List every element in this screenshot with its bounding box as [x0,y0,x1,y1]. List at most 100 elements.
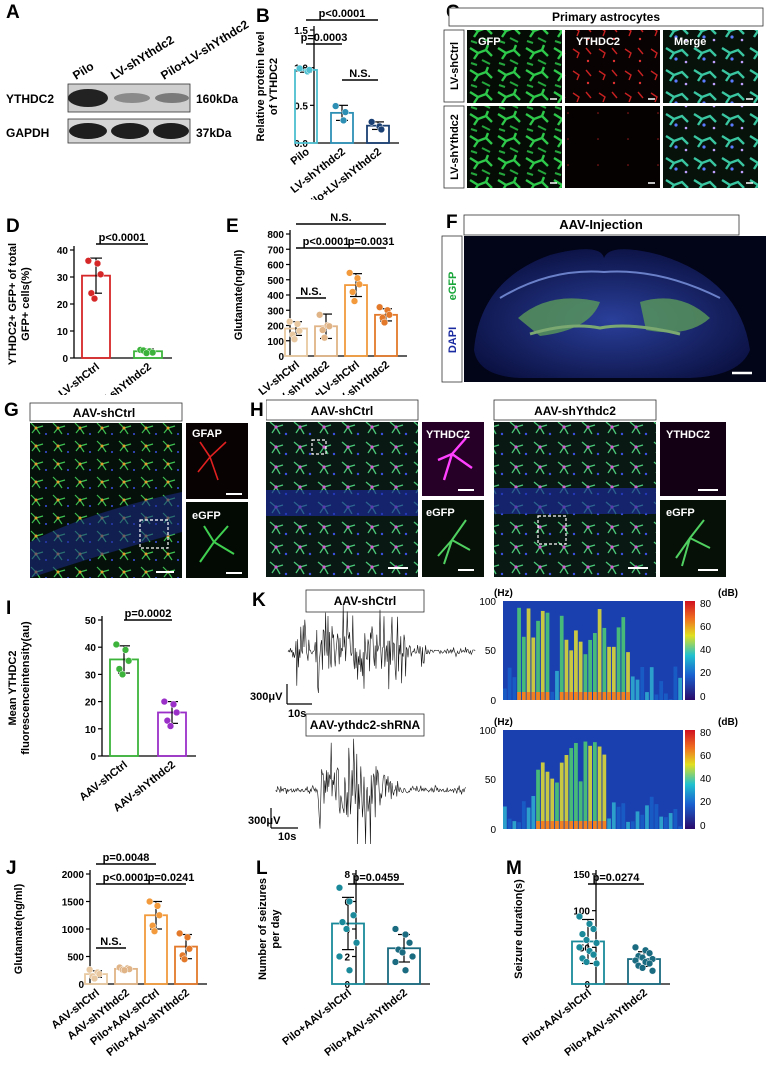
spectro-band [569,748,574,829]
spectro-band [507,818,512,829]
spectro-band [668,813,673,829]
hz-tick-1-100: 100 [479,597,496,608]
sig-label: p=0.0002 [125,608,172,620]
data-point [648,967,657,975]
panel-g-title: AAV-shCtrl [73,406,135,420]
colorbar-2 [685,730,695,829]
spectro-band [574,630,578,700]
spectro-band [531,795,536,829]
db-tick-1-20: 20 [700,668,712,679]
sig-label: p=0.0459 [353,872,400,884]
spectro-band [521,801,526,829]
data-point [183,933,192,941]
spectro-band [593,821,597,829]
data-point [338,918,347,926]
spectro-band [673,808,678,829]
spectro-band [536,692,540,700]
panel-g-inset-gfap: GFAP [192,428,222,440]
panel-e-chart: E 0 100 200 300 400 500 600 700 800 Glutamate(ng/m… [226,212,407,395]
spectro-band [503,806,507,829]
spectro-band [531,637,536,700]
spectro-band [597,609,602,700]
spectro-band [569,821,574,829]
data-point [391,958,400,966]
data-point [582,936,591,944]
panel-a-label: A [6,2,20,23]
spectro-band [611,646,616,700]
data-point [352,939,361,947]
data-point [349,911,358,919]
data-point [155,911,163,919]
data-point [575,912,584,921]
data-point [377,125,385,134]
spectro-band [526,692,531,700]
panel-c-row-2: LV-shYthdc2 [449,114,461,180]
data-point [350,297,359,305]
y-tick-label: 200 [267,322,284,333]
panel-d-label: D [6,216,20,237]
y-axis-label: Relative protein levelof YTHDC2 [255,31,280,141]
scale-v-1: 300μV [250,691,283,703]
blot-size-gapdh: 37kDa [196,126,232,140]
data-point [166,722,175,730]
panel-h-label: H [250,400,264,421]
spectro-band [536,821,540,829]
panel-g-inset-egfp: eGFP [192,510,221,522]
spectro-band [517,692,521,700]
panel-a-blot: Pilo LV-shYthdc2 Pilo+LV-shYthdc2 YTHDC2… [6,17,250,144]
data-point [115,665,123,673]
data-point [368,118,376,126]
data-point [153,902,162,910]
spectro-band [607,692,611,700]
data-point [575,943,584,951]
data-point [95,970,103,978]
trace-title-1: AAV-shCtrl [334,594,396,608]
spectro-band [564,821,569,829]
y-tick-label: 500 [67,953,84,964]
panel-h-micrographs: AAV-shCtrl YTHDC2 eGFP AAV-shYthdc2 YTHD… [266,399,726,577]
spectro-band [630,821,635,829]
spectro-band [635,811,640,829]
panel-i-label: I [6,598,11,619]
spectro-band [550,821,555,829]
data-point [346,269,354,277]
y-tick-label: 400 [267,291,284,302]
y-tick-label: 50 [85,616,97,627]
panel-c-micrographs: Primary astrocytes LV-shCtrl LV-shYthdc2… [443,7,764,189]
spectro-band [536,769,540,829]
blot-row-ythdc2: YTHDC2 [6,92,54,106]
y-tick-label: 800 [267,230,284,241]
panel-c-title: Primary astrocytes [552,10,660,24]
spectro-band [550,778,555,829]
spectro-band [559,692,564,700]
spectro-band [607,818,611,829]
spectro-band [569,650,574,700]
sig-label: p<0.0001 [303,236,350,248]
trace-path [275,738,466,844]
data-point [645,959,654,968]
spectro-band [517,607,521,700]
spectro-band [559,821,564,829]
panel-h-inset-ythdc2-1: YTHDC2 [426,429,470,441]
y-tick-label: 700 [267,245,284,256]
scale-t-2: 10s [278,831,296,843]
data-point [146,897,154,906]
data-point [160,697,168,706]
spectro-band [621,617,626,700]
y-tick-label: 0 [344,980,350,991]
db-tick-2-40: 40 [700,774,712,785]
spectro-band [649,796,654,829]
panel-f-channel-egfp: eGFP [447,272,459,301]
panel-c-col-ythdc2: YTHDC2 [576,36,620,48]
sig-label: p<0.0001 [319,8,366,20]
data-point [582,958,591,966]
y-tick-label: 100 [267,337,284,348]
panel-l-chart: L02468Number of seizuresper dayPilo+AAV-… [256,858,430,1059]
data-point [142,349,151,357]
spectro-band [526,608,531,700]
y-tick-label: 10 [85,725,97,736]
data-point [345,897,354,906]
spectro-band [621,803,626,829]
hz-tick-2-0: 0 [490,825,496,836]
db-tick-2-0: 0 [700,821,706,832]
